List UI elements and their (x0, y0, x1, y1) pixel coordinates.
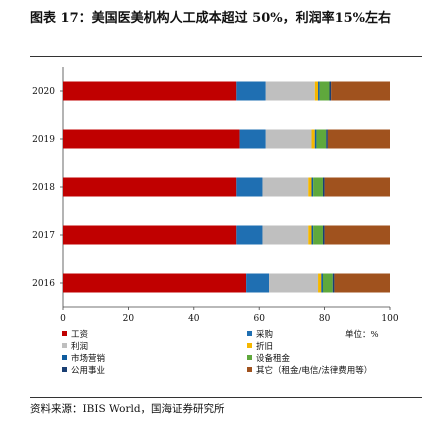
bar-segment (239, 129, 266, 149)
legend-swatch (247, 355, 252, 360)
bar-segment (236, 81, 266, 101)
legend-label: 市场营销 (71, 353, 106, 364)
legend-swatch (62, 343, 67, 348)
legend-label: 其它（租金/电信/法律费用等） (256, 365, 372, 376)
y-tick-label: 2019 (32, 135, 55, 145)
legend-label: 公用事业 (71, 365, 105, 376)
bar-segment (311, 225, 314, 245)
x-tick-label: 20 (123, 314, 135, 324)
bar-segment (314, 129, 317, 149)
bar-segment (322, 177, 325, 197)
bar-segment (265, 81, 315, 101)
bar-segment (63, 177, 237, 197)
bar-segment (269, 273, 319, 293)
y-tick-label: 2018 (32, 183, 55, 193)
legend-label: 采购 (256, 329, 273, 340)
x-tick-label: 80 (319, 314, 331, 324)
bar-segment (63, 81, 237, 101)
bar-segment (321, 273, 323, 293)
y-tick-label: 2017 (32, 231, 55, 241)
bar-segment (63, 273, 247, 293)
legend-swatch (62, 331, 67, 336)
x-tick-label: 40 (188, 314, 200, 324)
unit-label: 单位：% (345, 329, 379, 340)
legend-swatch (247, 367, 252, 372)
legend-swatch (62, 355, 67, 360)
bar-segment (326, 129, 328, 149)
legend-label: 工资 (71, 329, 89, 340)
bar-segment (322, 273, 333, 293)
bar-segment (318, 81, 320, 101)
bar-segment (311, 177, 314, 197)
bar-segment (319, 81, 330, 101)
x-tick-label: 100 (381, 314, 398, 324)
y-tick-label: 2016 (32, 279, 55, 289)
bottom-rule (30, 397, 422, 398)
bar-segment (265, 129, 312, 149)
bar-segment (313, 225, 323, 245)
legend-swatch (247, 331, 252, 336)
chart-title: 图表 17：美国医美机构人工成本超过 50%，利润率15%左右 (30, 11, 392, 26)
legend-label: 折旧 (256, 341, 273, 352)
x-tick-label: 0 (60, 314, 66, 324)
bar-segment (308, 225, 312, 245)
bar-segment (316, 129, 327, 149)
bar-segment (63, 225, 237, 245)
bar-segment (313, 177, 323, 197)
bar-segment (262, 225, 309, 245)
x-tick-label: 60 (253, 314, 265, 324)
bar-segment (311, 129, 315, 149)
bar-segment (63, 129, 240, 149)
bar-segment (329, 81, 332, 101)
bar-segment (318, 273, 322, 293)
bar-segment (262, 177, 309, 197)
bar-segment (334, 273, 390, 293)
y-tick-label: 2020 (32, 87, 55, 97)
top-rule (30, 56, 422, 57)
bar-segment (327, 129, 390, 149)
bar-segment (331, 81, 390, 101)
bar-segment (236, 225, 263, 245)
bar-segment (324, 225, 390, 245)
bar-segment (314, 81, 319, 101)
bar-segment (246, 273, 270, 293)
bar-segment (308, 177, 312, 197)
legend-swatch (247, 343, 252, 348)
bar-segment (324, 177, 390, 197)
bar-segment (332, 273, 335, 293)
bar-segment (322, 225, 325, 245)
legend-label: 设备租金 (256, 353, 291, 364)
legend-swatch (62, 367, 67, 372)
source-note: 资料来源：IBIS World，国海证券研究所 (30, 403, 225, 415)
legend-label: 利润 (71, 341, 88, 352)
bar-segment (236, 177, 263, 197)
plot-area: 0 20 40 60 80 100 2020 2019 2018 2017 2016 (32, 67, 399, 324)
